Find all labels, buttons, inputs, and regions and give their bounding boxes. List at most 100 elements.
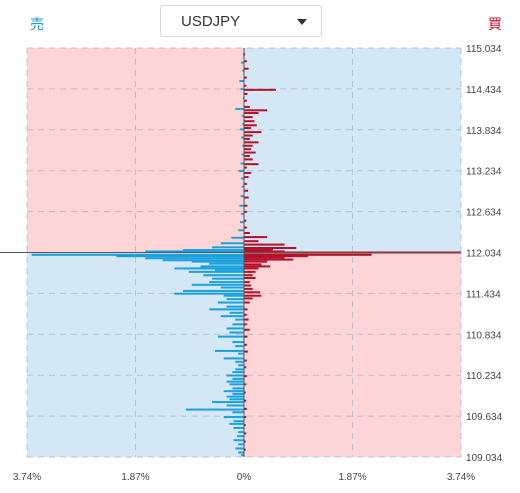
- buy-bar: [244, 182, 247, 185]
- buy-bar: [244, 116, 253, 119]
- y-tick-label: 113.234: [466, 167, 502, 178]
- buy-bar: [244, 196, 249, 199]
- sell-bar: [238, 352, 244, 355]
- buy-bar: [244, 253, 372, 256]
- buy-bar: [244, 176, 249, 179]
- sell-bar: [212, 277, 244, 280]
- sell-bar: [226, 327, 244, 330]
- sell-bar: [188, 270, 244, 273]
- sell-bar: [241, 177, 244, 180]
- buy-bar: [244, 284, 251, 287]
- sell-bar: [223, 390, 244, 393]
- sell-bar: [242, 97, 244, 100]
- sell-bar: [235, 360, 244, 363]
- buy-bar: [244, 265, 271, 268]
- buy-bar: [244, 226, 247, 229]
- sell-bar: [239, 79, 244, 82]
- sell-bar: [226, 404, 244, 407]
- y-tick-label: 109.634: [466, 412, 503, 423]
- sell-bar: [241, 153, 244, 156]
- buy-bar: [244, 313, 247, 316]
- buy-bar: [244, 294, 262, 297]
- sell-bar: [237, 435, 244, 438]
- sell-bar: [214, 268, 244, 271]
- sell-bar: [235, 345, 244, 348]
- sell-bar: [239, 221, 244, 224]
- buy-label: 買: [488, 16, 502, 32]
- sell-bar: [209, 308, 244, 311]
- sell-bar: [242, 53, 244, 56]
- sell-bar: [238, 364, 244, 367]
- sell-bar: [183, 249, 244, 252]
- buy-bar: [244, 240, 259, 243]
- x-tick-label: 3.74%: [13, 472, 41, 483]
- buy-bar: [244, 255, 308, 258]
- sell-bar: [212, 401, 244, 404]
- buy-bar: [244, 120, 255, 123]
- sell-bar: [209, 262, 244, 265]
- buy-bar: [244, 440, 246, 443]
- sell-bar: [238, 443, 244, 446]
- sell-bar: [217, 301, 244, 304]
- buy-bar: [244, 151, 256, 154]
- sell-bar: [242, 144, 244, 147]
- sell-bar: [223, 294, 244, 297]
- sell-bar: [183, 289, 244, 292]
- sell-bar: [238, 169, 244, 172]
- chevron-down-icon: [297, 19, 307, 25]
- sell-bar: [240, 195, 244, 198]
- buy-bar: [244, 163, 259, 166]
- buy-bar: [244, 67, 249, 70]
- buy-bar: [244, 219, 247, 222]
- sell-bar: [242, 69, 244, 72]
- sell-bar: [235, 368, 244, 371]
- buy-bar: [244, 407, 247, 410]
- buy-bar: [244, 243, 285, 246]
- sell-bar: [232, 323, 244, 326]
- buy-bar: [244, 291, 261, 294]
- sell-bar: [185, 408, 244, 411]
- buy-bar: [244, 301, 250, 304]
- sell-bar: [229, 311, 244, 314]
- buy-bar: [244, 131, 262, 134]
- sell-bar: [191, 260, 244, 263]
- buy-bar: [244, 359, 247, 362]
- buy-bar: [244, 92, 248, 95]
- y-tick-label: 112.634: [466, 208, 502, 219]
- buy-bar: [244, 124, 257, 127]
- buy-bar: [244, 105, 250, 108]
- buy-bar: [244, 287, 253, 290]
- buy-bar: [244, 158, 253, 161]
- sell-bar: [235, 107, 244, 110]
- sell-bar: [231, 236, 244, 239]
- sell-bar: [232, 387, 244, 390]
- x-tick-label: 3.74%: [447, 472, 475, 483]
- y-tick-label: 114.434: [466, 85, 502, 96]
- buy-bar: [244, 137, 250, 140]
- sell-bar: [217, 335, 244, 338]
- sell-bar: [232, 371, 244, 374]
- currency-pair-select[interactable]: USDJPY: [160, 5, 322, 37]
- sell-bar: [232, 411, 244, 414]
- sell-bar: [241, 136, 244, 139]
- sell-bar: [162, 259, 244, 262]
- buy-bar: [244, 112, 259, 115]
- buy-bar: [244, 281, 250, 284]
- buy-bar: [244, 267, 259, 270]
- sell-bar: [240, 162, 244, 165]
- buy-bar: [244, 247, 297, 250]
- sell-bar: [232, 341, 244, 344]
- buy-bar: [244, 236, 268, 239]
- y-tick-label: 113.834: [466, 126, 502, 137]
- sell-bar: [238, 229, 244, 232]
- buy-bar: [244, 260, 268, 263]
- buy-bar: [244, 323, 247, 326]
- sell-bar: [209, 281, 244, 284]
- buy-bar: [244, 328, 250, 331]
- buy-bar: [244, 424, 246, 427]
- sell-bar: [226, 298, 244, 301]
- buy-bar: [244, 53, 246, 56]
- y-tick-label: 109.034: [466, 453, 503, 464]
- buy-bar: [244, 258, 294, 261]
